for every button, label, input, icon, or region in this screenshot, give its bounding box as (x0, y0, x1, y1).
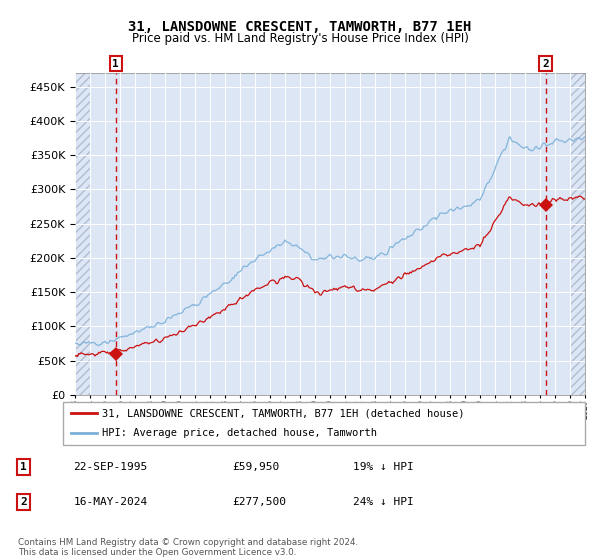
Text: HPI: Average price, detached house, Tamworth: HPI: Average price, detached house, Tamw… (102, 428, 377, 438)
Text: 22-SEP-1995: 22-SEP-1995 (74, 462, 148, 472)
Text: 2: 2 (20, 497, 27, 507)
Text: 19% ↓ HPI: 19% ↓ HPI (353, 462, 413, 472)
Bar (570, 73, 585, 395)
FancyBboxPatch shape (63, 402, 585, 445)
Text: £59,950: £59,950 (232, 462, 280, 472)
Text: 31, LANSDOWNE CRESCENT, TAMWORTH, B77 1EH: 31, LANSDOWNE CRESCENT, TAMWORTH, B77 1E… (128, 20, 472, 34)
Text: £277,500: £277,500 (232, 497, 286, 507)
Text: 31, LANSDOWNE CRESCENT, TAMWORTH, B77 1EH (detached house): 31, LANSDOWNE CRESCENT, TAMWORTH, B77 1E… (102, 408, 464, 418)
Bar (75, 73, 90, 395)
Text: 16-MAY-2024: 16-MAY-2024 (74, 497, 148, 507)
Text: 2: 2 (542, 59, 549, 69)
Text: Contains HM Land Registry data © Crown copyright and database right 2024.
This d: Contains HM Land Registry data © Crown c… (18, 538, 358, 557)
Text: Price paid vs. HM Land Registry's House Price Index (HPI): Price paid vs. HM Land Registry's House … (131, 32, 469, 45)
Text: 1: 1 (20, 462, 27, 472)
Text: 1: 1 (112, 59, 119, 69)
Text: 24% ↓ HPI: 24% ↓ HPI (353, 497, 413, 507)
